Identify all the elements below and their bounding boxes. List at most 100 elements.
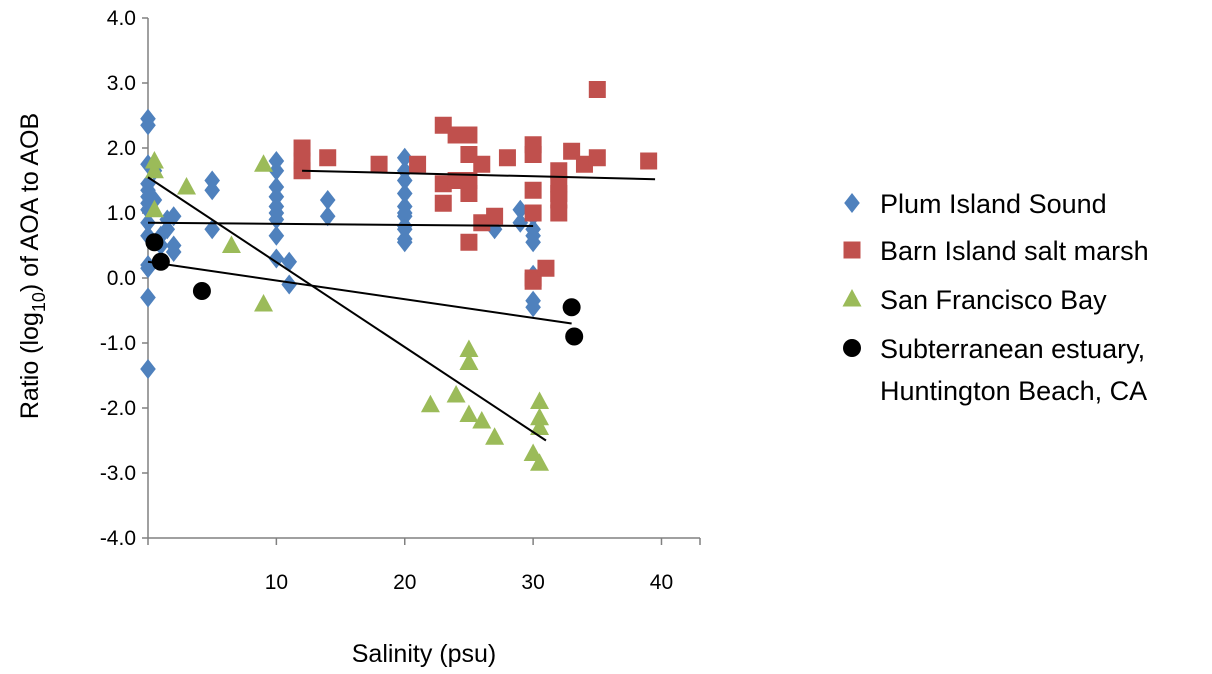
data-point-triangle — [254, 294, 274, 312]
data-point-diamond — [396, 229, 413, 249]
legend-marker-triangle — [842, 289, 862, 307]
data-point-square — [447, 172, 465, 189]
data-point-square — [524, 181, 542, 199]
data-point-circle — [192, 282, 211, 300]
trendlines — [147, 169, 656, 442]
data-point-diamond — [319, 190, 336, 210]
data-point-square — [498, 149, 516, 167]
data-point-diamond — [204, 219, 220, 240]
data-point-square — [293, 139, 311, 157]
data-point-square — [588, 81, 606, 98]
data-point-triangle — [530, 453, 550, 471]
data-point-square — [575, 155, 593, 173]
series-square-group — [293, 81, 658, 290]
y-tick-label: 0.0 — [107, 267, 136, 290]
y-tick-label: 1.0 — [107, 202, 136, 225]
legend-label: Plum Island Sound — [880, 189, 1107, 219]
data-point-square — [460, 172, 478, 189]
data-point-diamond — [140, 115, 156, 136]
y-tick-label: -3.0 — [100, 462, 136, 485]
y-tick-label: 3.0 — [107, 72, 136, 95]
data-point-square — [473, 214, 491, 232]
data-point-circle — [151, 252, 170, 271]
data-point-diamond — [319, 206, 336, 227]
data-points — [140, 81, 658, 471]
legend-marker-diamond — [844, 193, 860, 213]
data-point-diamond — [268, 248, 285, 269]
data-point-square — [434, 175, 452, 193]
data-point-diamond — [165, 206, 182, 227]
data-point-square — [319, 149, 337, 167]
x-tick-label: 40 — [650, 571, 673, 594]
trendline — [147, 176, 547, 442]
data-point-diamond — [268, 160, 285, 181]
legend-marker-circle — [843, 339, 861, 357]
data-point-triangle — [254, 154, 274, 172]
data-point-square — [460, 233, 478, 251]
x-tick-label: 30 — [521, 571, 544, 594]
data-point-triangle — [144, 199, 164, 218]
legend: Plum Island Sound Barn Island salt marsh S… — [842, 189, 1149, 406]
x-axis-title: Salinity (psu) — [352, 640, 497, 668]
data-point-diamond — [165, 242, 182, 262]
data-point-circle — [562, 298, 581, 317]
data-point-diamond — [525, 232, 541, 253]
data-point-square — [460, 185, 478, 202]
x-tick-label: 10 — [265, 571, 288, 594]
data-point-square — [550, 204, 568, 222]
data-point-diamond — [512, 199, 529, 220]
data-point-diamond — [525, 297, 541, 318]
data-point-triangle — [485, 427, 505, 445]
legend-marker-square — [843, 241, 861, 259]
legend-label: San Francisco Bay — [880, 285, 1107, 315]
y-tick-label: -4.0 — [100, 527, 136, 550]
y-tick-label: -1.0 — [100, 332, 136, 355]
data-point-square — [524, 146, 542, 163]
data-point-square — [460, 126, 478, 144]
legend-label: Barn Island salt marsh — [880, 236, 1149, 266]
data-point-diamond — [396, 183, 413, 204]
data-point-square — [370, 155, 388, 173]
axes — [147, 18, 700, 539]
data-point-square — [460, 146, 478, 163]
data-point-square — [409, 155, 427, 173]
y-axis-title-post: ) of AOA to AOB — [16, 113, 44, 292]
data-point-diamond — [512, 212, 529, 233]
data-point-triangle — [459, 404, 479, 422]
trendline — [302, 169, 656, 181]
data-point-square — [486, 207, 504, 225]
data-point-square — [447, 126, 465, 144]
y-axis-title-pre: Ratio (log — [16, 312, 44, 419]
data-point-circle — [145, 233, 164, 252]
data-point-triangle — [459, 339, 479, 357]
data-point-square — [524, 204, 542, 222]
data-point-triangle — [420, 394, 440, 413]
data-point-triangle — [446, 385, 466, 403]
legend-label: Huntington Beach, CA — [880, 376, 1147, 406]
data-point-square — [434, 116, 452, 134]
series-circle-group — [145, 233, 584, 346]
legend-label: Subterranean estuary, — [880, 334, 1145, 364]
series-diamond-group — [140, 108, 541, 379]
data-point-triangle — [144, 151, 164, 169]
data-point-triangle — [530, 407, 550, 426]
data-point-triangle — [177, 177, 197, 195]
data-point-square — [524, 272, 542, 290]
data-point-triangle — [530, 417, 550, 435]
series-triangle-group — [144, 151, 550, 471]
x-axis-ticks: 10 20 30 40 — [147, 538, 701, 594]
data-point-square — [588, 149, 606, 167]
data-point-diamond — [281, 274, 298, 295]
x-tick-label: 20 — [393, 571, 416, 594]
data-point-diamond — [281, 251, 298, 272]
data-point-square — [550, 162, 568, 180]
trendline — [147, 221, 534, 227]
y-axis-ticks: 4.0 3.0 2.0 1.0 0.0 -1.0 -2.0 -3.0 -4.0 — [100, 7, 148, 550]
data-point-triangle — [221, 235, 241, 253]
data-point-diamond — [159, 219, 176, 240]
data-point-diamond — [268, 225, 285, 246]
data-point-square — [537, 259, 555, 277]
data-point-diamond — [140, 287, 156, 308]
data-point-triangle — [530, 391, 550, 409]
